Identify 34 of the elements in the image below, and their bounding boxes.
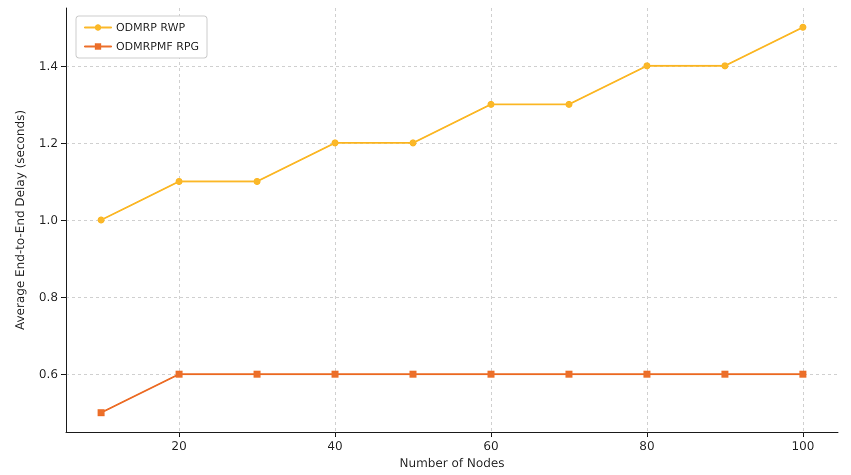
point (643, 62, 650, 70)
point (98, 216, 105, 224)
point (565, 100, 572, 108)
x-tick-label: 40 (327, 439, 343, 453)
legend-label: ODMRPMF RPG (116, 40, 200, 53)
x-axis-title: Number of Nodes (400, 456, 504, 470)
x-tick-label: 60 (483, 439, 499, 453)
legend-label: ODMRP RWP (116, 21, 186, 34)
point (799, 370, 806, 378)
point (176, 370, 183, 378)
point (254, 178, 261, 185)
point (176, 178, 183, 185)
point (487, 100, 494, 108)
y-tick-label: 1.4 (38, 58, 58, 73)
y-tick-label: 0.8 (38, 290, 58, 304)
point (332, 370, 339, 378)
point (721, 62, 728, 70)
point (98, 409, 105, 416)
y-tick-label: 0.6 (38, 367, 58, 382)
point (254, 370, 261, 378)
point (565, 370, 572, 378)
x-tick-label: 20 (171, 439, 187, 453)
point (410, 139, 417, 146)
point (332, 139, 339, 146)
point (487, 370, 494, 378)
y-tick-label: 1.2 (38, 136, 58, 150)
point (721, 370, 728, 378)
x-tick-label: 100 (791, 439, 814, 453)
point (799, 24, 806, 31)
y-tick-label: 1.0 (38, 213, 58, 227)
y-axis-title: Average End-to-End Delay (seconds) (13, 110, 27, 330)
point (410, 370, 417, 378)
point (643, 370, 650, 378)
x-tick-label: 80 (639, 439, 655, 453)
